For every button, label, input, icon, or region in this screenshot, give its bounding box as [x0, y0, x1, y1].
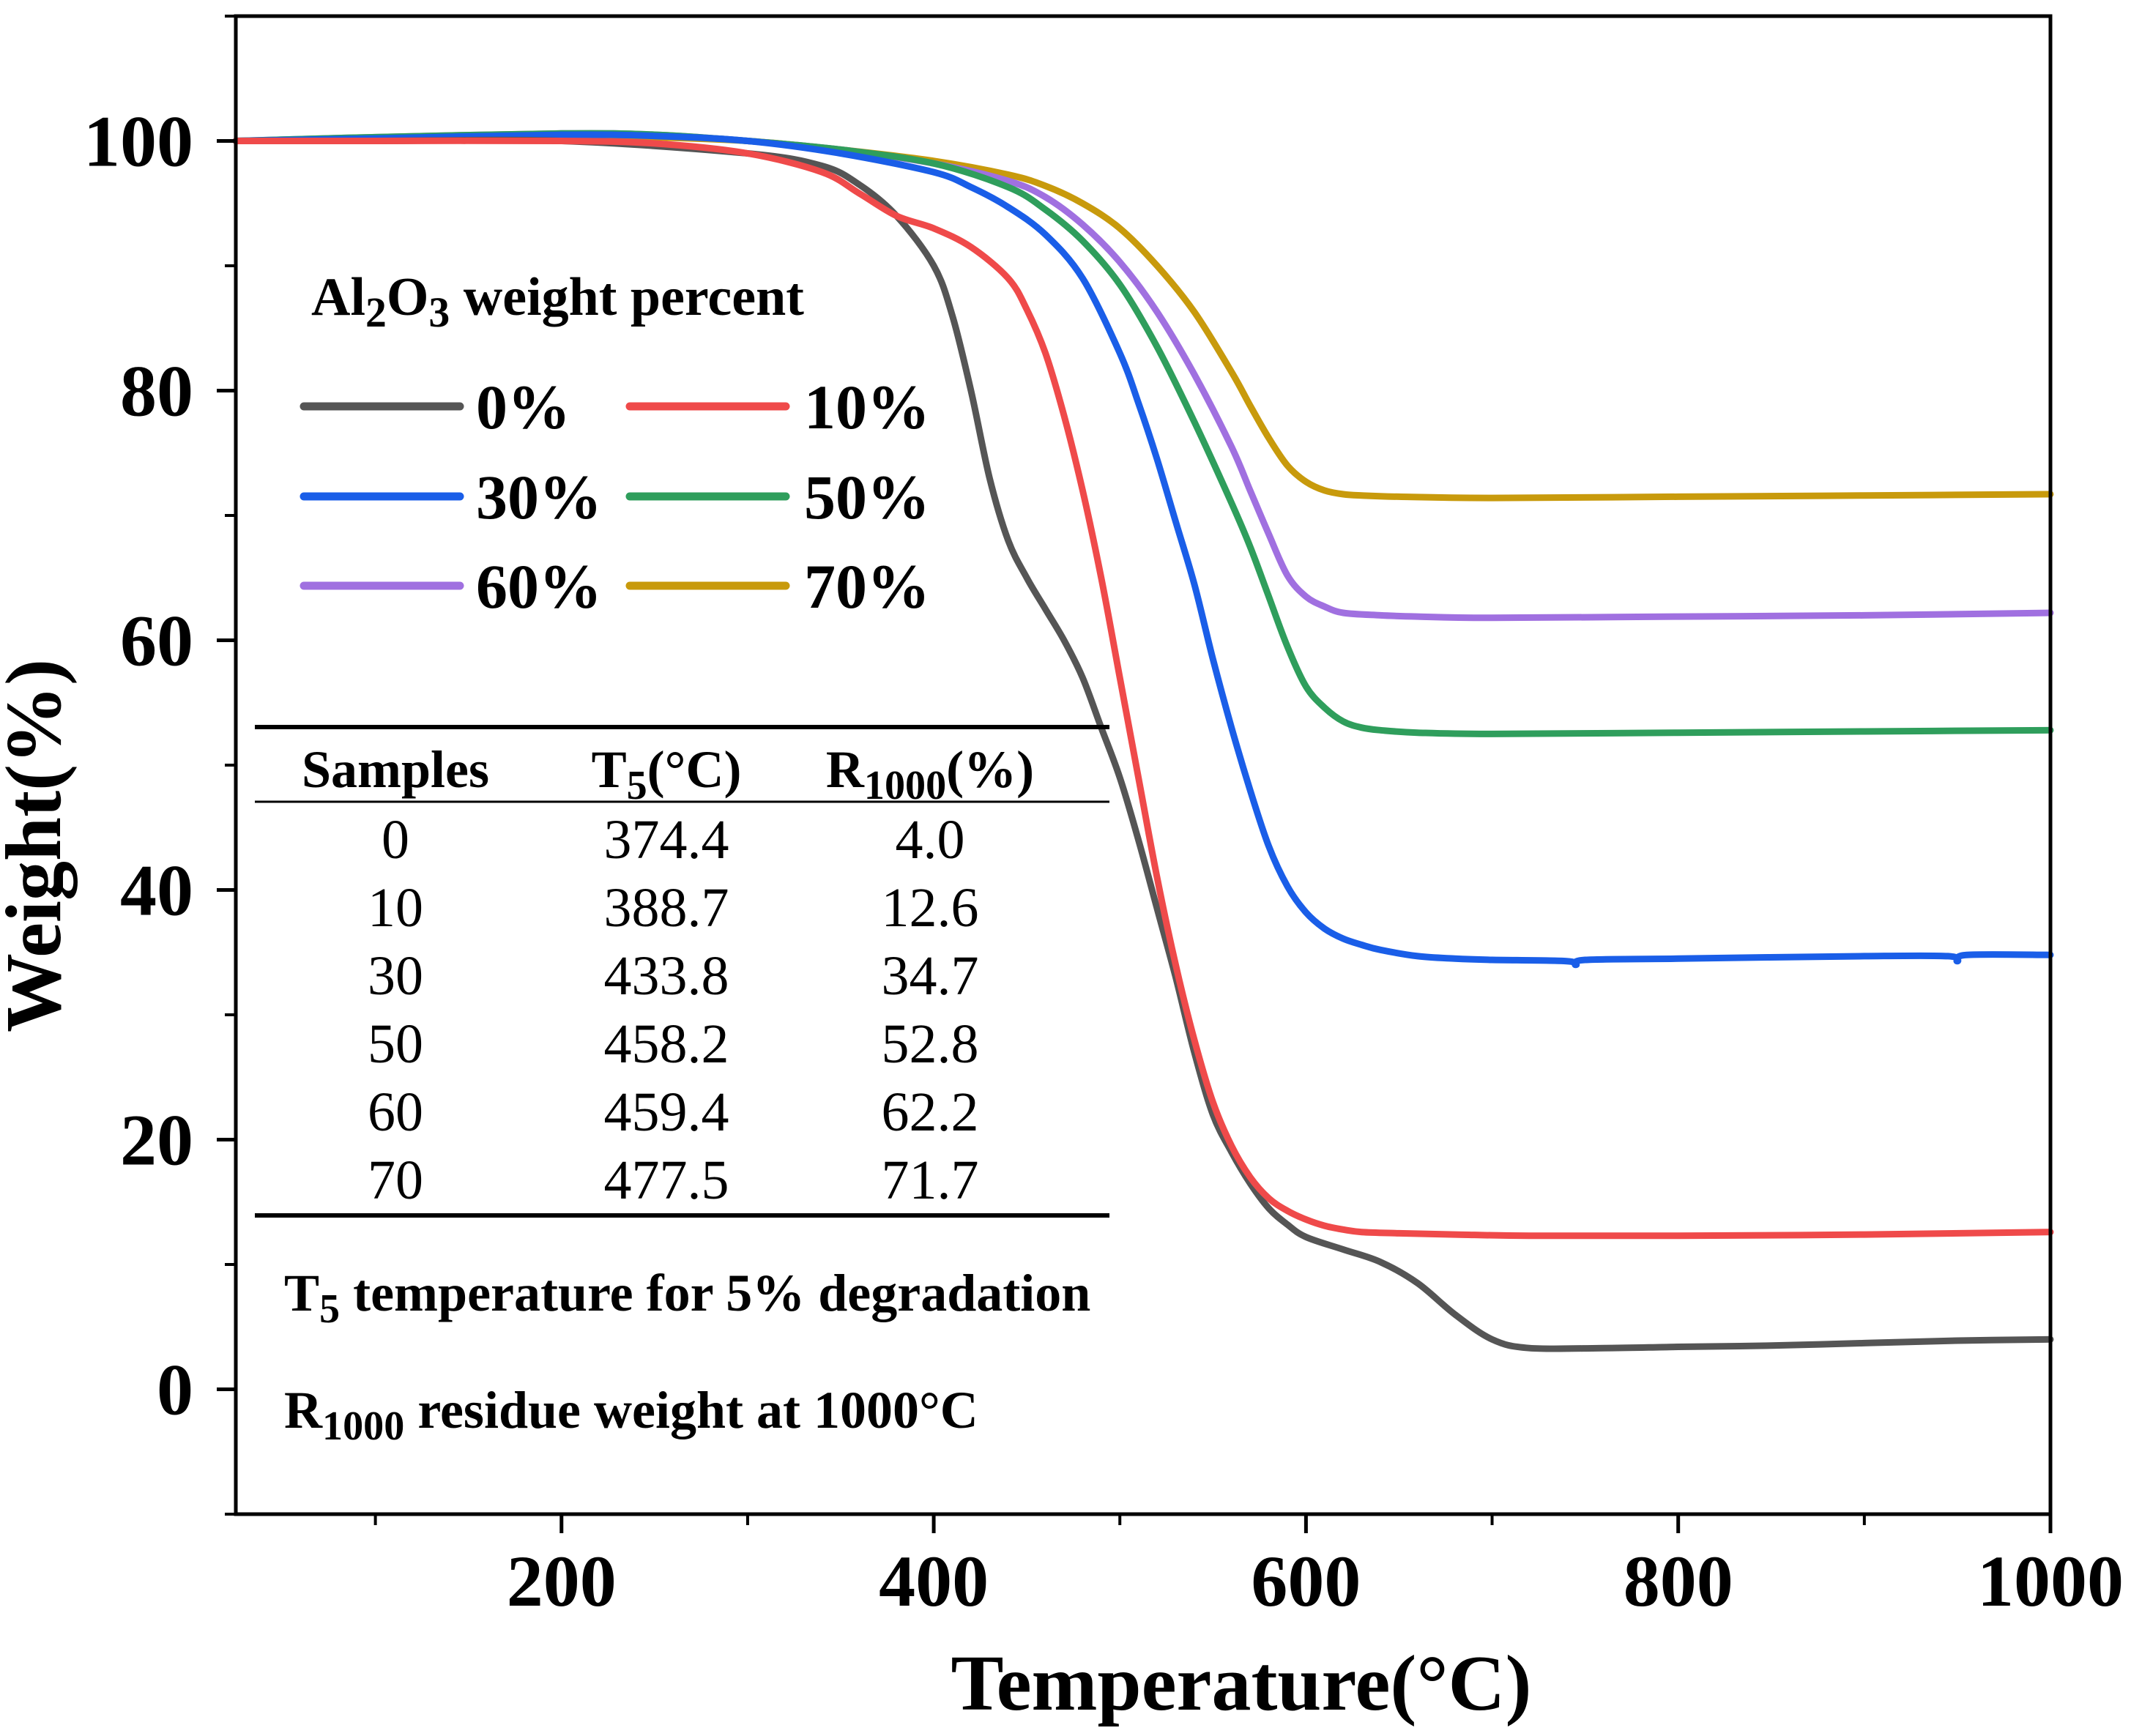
legend-title-part: Al	[311, 267, 365, 327]
table-header-cell-part: 5	[627, 763, 647, 808]
table-cell: 388.7	[604, 877, 729, 939]
table-header-cell-part: Samples	[302, 740, 489, 799]
y-tick-label: 20	[120, 1100, 193, 1181]
y-tick-label: 40	[120, 850, 193, 931]
series-line-30pct	[232, 131, 2054, 969]
y-tick-label: 80	[120, 351, 193, 432]
footnote-r1000-part: R	[284, 1381, 323, 1439]
legend-title-part: 2	[365, 290, 387, 336]
legend-label: 60%	[476, 551, 602, 622]
legend-title: Al2O3 weight percent	[311, 267, 804, 336]
legend-label: 50%	[804, 462, 930, 532]
footnote-r1000: R1000 residue weight at 1000°C	[284, 1381, 978, 1449]
x-tick-label: 200	[507, 1541, 617, 1622]
table-header-cell: R1000(%)	[826, 740, 1034, 808]
table-cell: 10	[368, 877, 423, 939]
x-tick-label: 1000	[1977, 1541, 2124, 1622]
legend-label: 0%	[476, 372, 570, 442]
table-header-cell: Samples	[302, 740, 489, 799]
legend-title-part: weight percent	[450, 267, 804, 327]
legend-title-part: 3	[428, 290, 450, 336]
footnotes: T5 temperature for 5% degradation R1000 r…	[284, 1264, 1090, 1449]
table-cell: 30	[368, 945, 423, 1007]
table-cell: 433.8	[604, 945, 729, 1007]
table-header-cell-part: (°C)	[647, 740, 742, 799]
table-cell: 458.2	[604, 1013, 729, 1075]
y-axis-title: Weight(%)	[0, 659, 78, 1032]
y-tick-label: 100	[83, 101, 193, 182]
table-header-cell-part: R	[826, 740, 865, 799]
x-tick-label: 400	[879, 1541, 989, 1622]
series-line-0pct	[232, 136, 2054, 1352]
legend-label: 10%	[804, 372, 930, 442]
footnote-t5-part: 5	[319, 1286, 340, 1332]
table-cell: 52.8	[882, 1013, 979, 1075]
table-cell: 459.4	[604, 1081, 729, 1143]
table-cell: 50	[368, 1013, 423, 1075]
y-tick-label: 60	[120, 600, 193, 682]
legend-label: 30%	[476, 462, 602, 532]
series-line-10pct	[232, 137, 2054, 1240]
footnote-t5-part: T	[284, 1264, 319, 1322]
table-cell: 0	[382, 809, 409, 871]
data-table: Samples T5(°C) R1000(%) 0 374.4 4.0 10 388.7 12.…	[255, 725, 1109, 1218]
footnote-t5-part: temperature for 5% degradation	[340, 1264, 1090, 1322]
table-cell: 4.0	[896, 809, 965, 871]
table-header-cell: T5(°C)	[592, 740, 742, 808]
x-tick-label: 600	[1251, 1541, 1361, 1622]
table-cell: 71.7	[882, 1150, 979, 1211]
table-cell: 34.7	[882, 945, 979, 1007]
table-cell: 70	[368, 1150, 423, 1211]
table-cell: 12.6	[882, 877, 979, 939]
table-header-cell-part: T	[592, 740, 627, 799]
table-cell: 62.2	[882, 1081, 979, 1143]
table-cell: 477.5	[604, 1150, 729, 1211]
y-tick-label: 0	[157, 1349, 193, 1431]
x-axis-title: Temperature(°C)	[951, 1640, 1531, 1727]
legend-title-part: O	[387, 267, 429, 327]
table-cell: 374.4	[604, 809, 729, 871]
legend: Al2O3 weight percent 0% 10% 30% 50% 60% 70%	[300, 267, 930, 622]
series-lines	[232, 130, 2054, 1352]
legend-label: 70%	[804, 551, 930, 622]
footnote-r1000-part: residue weight at 1000°C	[404, 1381, 978, 1439]
footnote-t5: T5 temperature for 5% degradation	[284, 1264, 1090, 1332]
table-header-cell-part: 1000	[864, 763, 946, 808]
table-header-cell-part: (%)	[946, 740, 1034, 799]
table-cell: 60	[368, 1081, 423, 1143]
footnote-r1000-part: 1000	[322, 1404, 404, 1449]
x-tick-label: 800	[1624, 1541, 1733, 1622]
